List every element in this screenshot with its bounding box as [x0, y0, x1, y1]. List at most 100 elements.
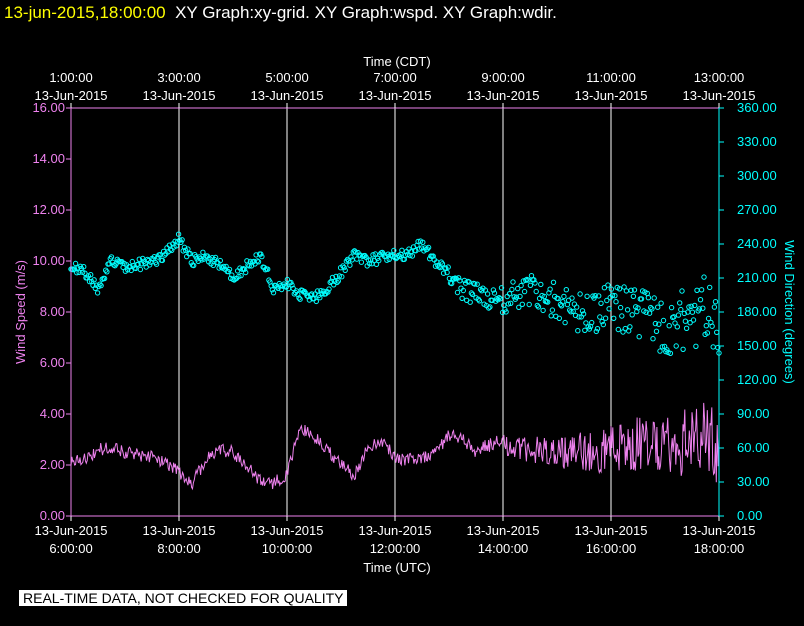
left-tick-label: 16.00: [32, 100, 65, 115]
left-tick-label: 10.00: [32, 253, 65, 268]
wind-direction-point: [630, 293, 637, 299]
wind-direction-point: [334, 279, 340, 286]
wind-direction-point: [518, 282, 524, 289]
wind-direction-point: [223, 263, 229, 270]
bottom-tick-date: 13-Jun-2015: [683, 523, 756, 538]
wind-direction-point: [656, 321, 662, 327]
wind-direction-point: [476, 298, 483, 304]
bottom-tick-time: 6:00:00: [49, 541, 92, 556]
wind-speed-line: [70, 402, 720, 491]
wind-direction-point: [650, 336, 656, 342]
wind-direction-point: [295, 291, 301, 298]
bottom-tick-time: 10:00:00: [262, 541, 313, 556]
wind-direction-point: [548, 313, 554, 319]
wind-direction-point: [354, 256, 360, 262]
wind-direction-point: [258, 251, 264, 257]
wind-direction-point: [388, 252, 395, 258]
wind-direction-point: [575, 328, 581, 334]
bottom-tick-time: 12:00:00: [370, 541, 421, 556]
wind-direction-point: [710, 344, 716, 350]
wind-direction-point: [135, 261, 141, 267]
wind-direction-point: [667, 350, 674, 356]
wind-direction-point: [74, 270, 80, 276]
wind-direction-point: [711, 304, 718, 310]
wind-direction-point: [536, 295, 543, 302]
right-tick-label: 60.00: [737, 440, 770, 455]
wind-direction-point: [616, 286, 623, 292]
wind-direction-point: [580, 311, 587, 317]
wind-direction-point: [501, 302, 507, 308]
right-tick-label: 210.00: [737, 270, 777, 285]
wind-direction-point: [210, 262, 217, 269]
wind-direction-point: [86, 278, 93, 285]
wind-direction-point: [342, 267, 348, 273]
wind-direction-point: [600, 321, 606, 328]
top-tick-date: 13-Jun-2015: [359, 88, 432, 103]
wind-direction-point: [549, 307, 556, 313]
top-tick-date: 13-Jun-2015: [683, 88, 756, 103]
bottom-tick-time: 16:00:00: [586, 541, 637, 556]
right-axis-title: Wind Direction (degrees): [782, 240, 797, 384]
wind-direction-point: [255, 259, 262, 265]
wind-direction-point: [91, 277, 97, 283]
wind-direction-point: [487, 304, 493, 310]
wind-direction-point: [200, 249, 206, 256]
wind-direction-point: [484, 291, 491, 297]
wind-direction-point: [679, 288, 685, 294]
top-tick-time: 9:00:00: [481, 70, 524, 85]
bottom-tick-date: 13-Jun-2015: [143, 523, 216, 538]
wind-direction-point: [474, 281, 480, 287]
left-tick-label: 12.00: [32, 202, 65, 217]
wind-direction-point: [142, 260, 148, 267]
wind-direction-point: [645, 295, 652, 301]
wind-direction-point: [584, 293, 590, 299]
wind-direction-point: [577, 291, 583, 297]
wind-direction-point: [638, 296, 645, 302]
bottom-tick-time: 8:00:00: [157, 541, 200, 556]
wind-direction-point: [582, 327, 588, 333]
wind-direction-point: [290, 285, 296, 292]
wind-direction-point: [704, 330, 711, 336]
left-tick-label: 6.00: [40, 355, 65, 370]
wind-direction-point: [353, 249, 359, 255]
wind-direction-point: [326, 286, 332, 292]
wind-direction-point: [517, 293, 523, 300]
wind-direction-point: [574, 304, 580, 310]
wind-direction-point: [598, 300, 604, 306]
right-axis: 0.00 30.00 60.00 90.00 120.00 150.00 180.00 210…: [718, 100, 777, 523]
wind-direction-point: [98, 282, 104, 289]
wind-direction-point: [278, 286, 285, 293]
wind-direction-point: [81, 264, 87, 270]
wind-direction-point: [467, 299, 473, 305]
right-tick-label: 0.00: [737, 508, 762, 523]
wind-direction-point: [409, 253, 416, 259]
wind-direction-point: [687, 320, 693, 326]
wind-direction-point: [540, 307, 546, 314]
wind-direction-point: [657, 348, 663, 354]
wind-direction-point: [461, 277, 468, 284]
wind-direction-point: [88, 272, 94, 278]
wind-direction-point: [399, 247, 405, 254]
wind-direction-point: [243, 269, 249, 276]
wind-direction-point: [668, 304, 675, 311]
wind-direction-point: [241, 266, 248, 272]
bottom-axis: 13-Jun-2015 6:00:00 13-Jun-2015 8:00:00 13-J…: [35, 516, 756, 556]
wind-direction-point: [175, 231, 182, 237]
wind-direction-point: [489, 297, 495, 303]
wind-direction-point: [521, 288, 528, 295]
wind-direction-point: [486, 305, 492, 311]
wind-direction-point: [159, 257, 166, 264]
wind-direction-point: [606, 306, 612, 312]
wind-direction-point: [137, 266, 144, 273]
wind-direction-point: [694, 287, 700, 293]
wind-direction-point: [715, 344, 721, 351]
wind-direction-point: [690, 317, 697, 323]
wind-direction-point: [564, 301, 571, 308]
wind-direction-point: [136, 256, 143, 262]
top-tick-time: 7:00:00: [373, 70, 416, 85]
wind-direction-point: [597, 314, 603, 320]
quality-notice: REAL-TIME DATA, NOT CHECKED FOR QUALITY: [19, 590, 348, 606]
wind-direction-point: [296, 295, 302, 301]
wind-direction-point: [309, 291, 315, 297]
wind-direction-point: [571, 301, 578, 307]
